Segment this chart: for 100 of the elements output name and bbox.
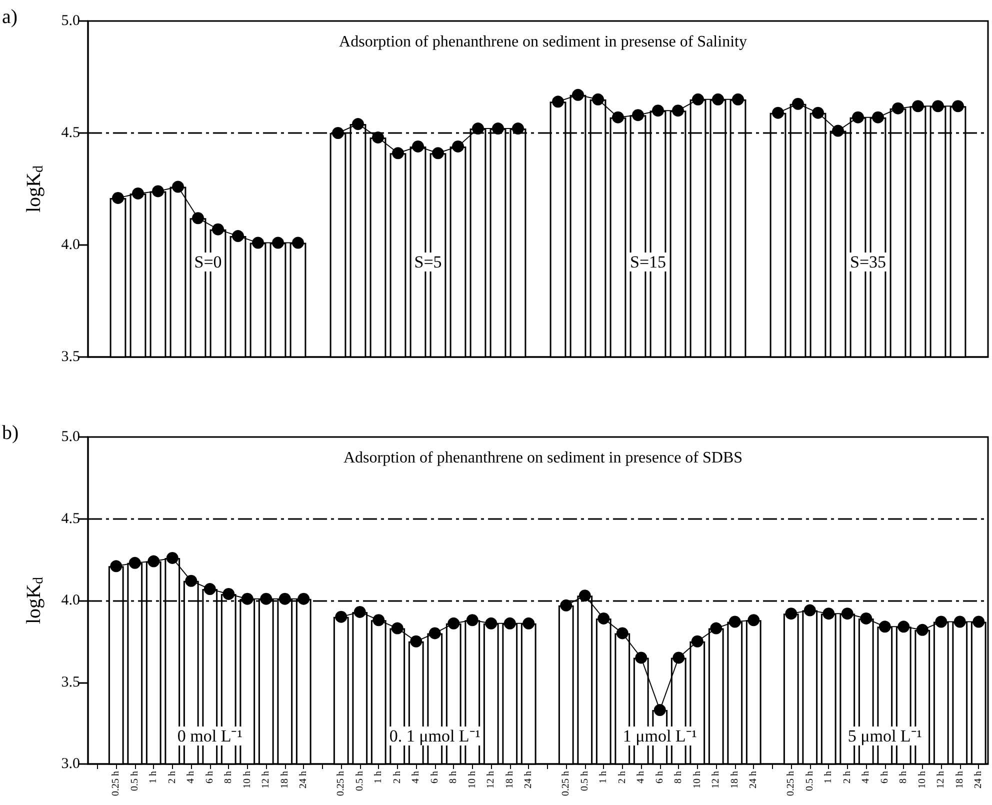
x-tick-label: 6 h — [429, 771, 440, 784]
point — [932, 100, 944, 112]
point — [148, 555, 160, 568]
point — [892, 102, 904, 114]
point — [672, 652, 685, 664]
point — [652, 104, 664, 117]
x-tick-label: 10 h — [916, 771, 928, 788]
x-tick-label: 2 h — [842, 771, 853, 784]
point — [728, 616, 741, 628]
point — [654, 704, 666, 716]
point — [712, 93, 724, 106]
x-tick-label: 0.25 h — [560, 771, 572, 796]
point — [878, 620, 891, 633]
point — [804, 604, 816, 616]
point — [822, 608, 835, 620]
point — [912, 100, 924, 112]
point — [916, 624, 928, 636]
x-tick-label: 8 h — [448, 771, 460, 784]
x-tick-label: 8 h — [673, 771, 684, 784]
x-tick-label: 4 h — [860, 771, 872, 784]
x-tick-label: 1 h — [373, 771, 384, 784]
x-tick-label: 8 h — [898, 771, 910, 784]
point — [185, 574, 198, 587]
point — [204, 583, 216, 596]
point — [732, 93, 744, 106]
y-axis-title: logKd — [23, 166, 46, 212]
point — [612, 111, 624, 124]
point — [222, 588, 235, 600]
point — [748, 614, 760, 626]
point — [472, 122, 484, 135]
x-tick-label: 2 h — [166, 771, 178, 784]
point — [332, 127, 344, 139]
point — [812, 106, 824, 119]
point — [110, 560, 122, 572]
point — [354, 606, 366, 618]
point — [616, 627, 628, 640]
x-tick-label: 10 h — [242, 771, 253, 788]
point — [954, 616, 966, 628]
x-tick-label: 24 h — [748, 771, 760, 788]
annotation: S=35 — [850, 252, 886, 272]
point — [578, 590, 591, 602]
point — [372, 131, 384, 144]
x-tick-label: 10 h — [466, 771, 478, 788]
point — [691, 635, 704, 648]
y-tick-label: 3.5 — [61, 674, 80, 690]
point — [792, 98, 804, 110]
point — [772, 106, 784, 119]
point — [710, 622, 722, 634]
point — [192, 212, 204, 224]
y-tick-label: 4.5 — [61, 125, 80, 141]
y-tick-label: 5.0 — [61, 13, 80, 29]
point — [166, 552, 178, 564]
x-tick-label: 0.25 h — [110, 771, 122, 796]
x-tick-label: 0.25 h — [336, 771, 347, 796]
x-tick-label: 18 h — [279, 771, 290, 788]
point — [410, 635, 422, 648]
point — [335, 610, 348, 623]
x-tick-label: 12 h — [486, 771, 497, 788]
y-tick-label: 5.0 — [61, 429, 80, 445]
annotation: S=0 — [194, 252, 222, 272]
y-tick-label: 4.0 — [61, 237, 80, 253]
point — [832, 124, 844, 137]
x-tick-label: 12 h — [936, 771, 947, 788]
point — [448, 617, 460, 630]
x-tick-label: 12 h — [260, 771, 272, 788]
point — [552, 96, 564, 108]
text: Adsorption of phenanthrene on sediment in presense of Salinity — [339, 34, 747, 50]
x-tick-label: 1 h — [823, 771, 834, 784]
point — [252, 236, 264, 249]
y-tick-label: 3.0 — [61, 756, 80, 772]
point — [492, 122, 504, 135]
point — [412, 140, 424, 152]
x-tick-label: 8 h — [223, 771, 234, 784]
annotation: 5 μmol L⁻¹ — [848, 726, 922, 746]
x-tick-label: 0.5 h — [579, 771, 590, 791]
point — [352, 118, 364, 130]
point — [522, 617, 535, 630]
x-tick-label: 6 h — [204, 771, 216, 784]
point — [132, 187, 144, 200]
text: a) — [2, 6, 18, 28]
text: b) — [2, 422, 19, 444]
x-tick-label: 18 h — [504, 771, 516, 788]
point — [260, 592, 272, 605]
x-tick-label: 24 h — [298, 771, 310, 788]
x-tick-label: 4 h — [410, 771, 422, 784]
point — [952, 100, 964, 112]
x-tick-label: 6 h — [654, 771, 666, 784]
x-tick-label: 24 h — [973, 771, 984, 788]
point — [428, 627, 441, 640]
point — [572, 88, 584, 101]
x-tick-label: 0.5 h — [804, 771, 816, 791]
point — [512, 122, 524, 135]
x-tick-label: 12 h — [710, 771, 722, 788]
text: Adsorption of phenanthrene on sediment in presence of SDBS — [343, 450, 743, 466]
point — [898, 620, 910, 633]
x-tick-label: 2 h — [616, 771, 628, 784]
x-tick-label: 1 h — [148, 771, 160, 784]
point — [466, 614, 478, 626]
annotation: S=15 — [630, 252, 666, 272]
annotation: 0 mol L⁻¹ — [177, 726, 242, 746]
